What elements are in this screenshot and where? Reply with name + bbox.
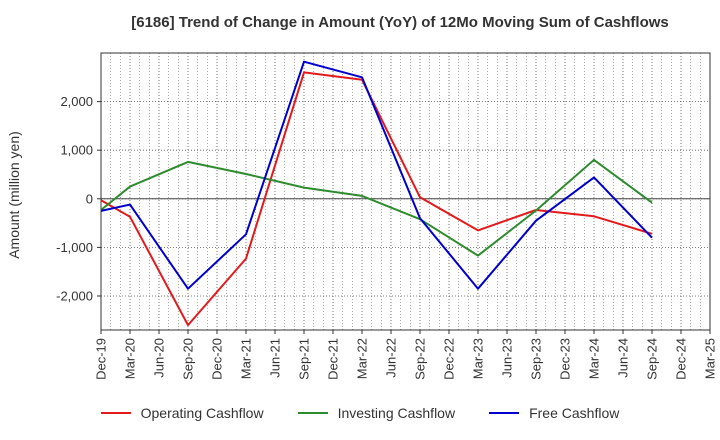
legend-item-free: Free Cashflow [489,405,619,421]
x-tick-label: Mar-22 [355,338,370,379]
legend-label-investing: Investing Cashflow [337,405,456,421]
legend: Operating Cashflow Investing Cashflow Fr… [0,405,720,421]
legend-item-operating: Operating Cashflow [100,405,264,421]
x-tick-label: Sep-23 [529,338,544,380]
x-tick-label: Dec-23 [558,338,573,380]
x-tick-label: Jun-20 [152,338,167,378]
y-tick-label: -2,000 [56,288,93,303]
x-tick-label: Mar-24 [587,338,602,379]
x-tick-label: Sep-24 [645,338,660,380]
series-line-investing-cashflow [100,158,653,257]
chart-title: [6186] Trend of Change in Amount (YoY) o… [131,14,669,31]
x-tick-label: Jun-24 [616,338,631,378]
x-tick-label: Dec-20 [210,338,225,380]
x-tick-label: Dec-21 [326,338,341,380]
y-tick-label: 1,000 [60,143,93,158]
x-tick-label: Jun-21 [268,338,283,378]
x-tick-label: Sep-21 [297,338,312,380]
x-tick-label: Sep-22 [413,338,428,380]
legend-label-operating: Operating Cashflow [140,405,264,421]
x-tick-label: Jun-22 [384,338,399,378]
legend-swatch-investing [297,412,328,414]
x-tick-label: Mar-25 [703,338,718,379]
x-tick-label: Mar-21 [239,338,254,379]
legend-item-investing: Investing Cashflow [297,405,456,421]
x-tick-label: Mar-23 [471,338,486,379]
x-tick-label: Sep-20 [181,338,196,380]
plot-area [101,53,710,330]
legend-swatch-free [489,412,520,414]
series-line-free-cashflow [100,60,653,290]
y-tick-label: -1,000 [56,240,93,255]
y-tick-label: 2,000 [60,94,93,109]
plot-frame [100,52,711,331]
x-tick-label: Dec-22 [442,338,457,380]
x-tick-label: Dec-24 [674,338,689,380]
x-tick-label: Dec-19 [94,338,109,380]
legend-label-free: Free Cashflow [529,405,620,421]
x-tick-label: Jun-23 [500,338,515,378]
legend-swatch-operating [100,412,131,414]
x-tick-label: Mar-20 [123,338,138,379]
y-tick-label: 0 [86,191,93,206]
